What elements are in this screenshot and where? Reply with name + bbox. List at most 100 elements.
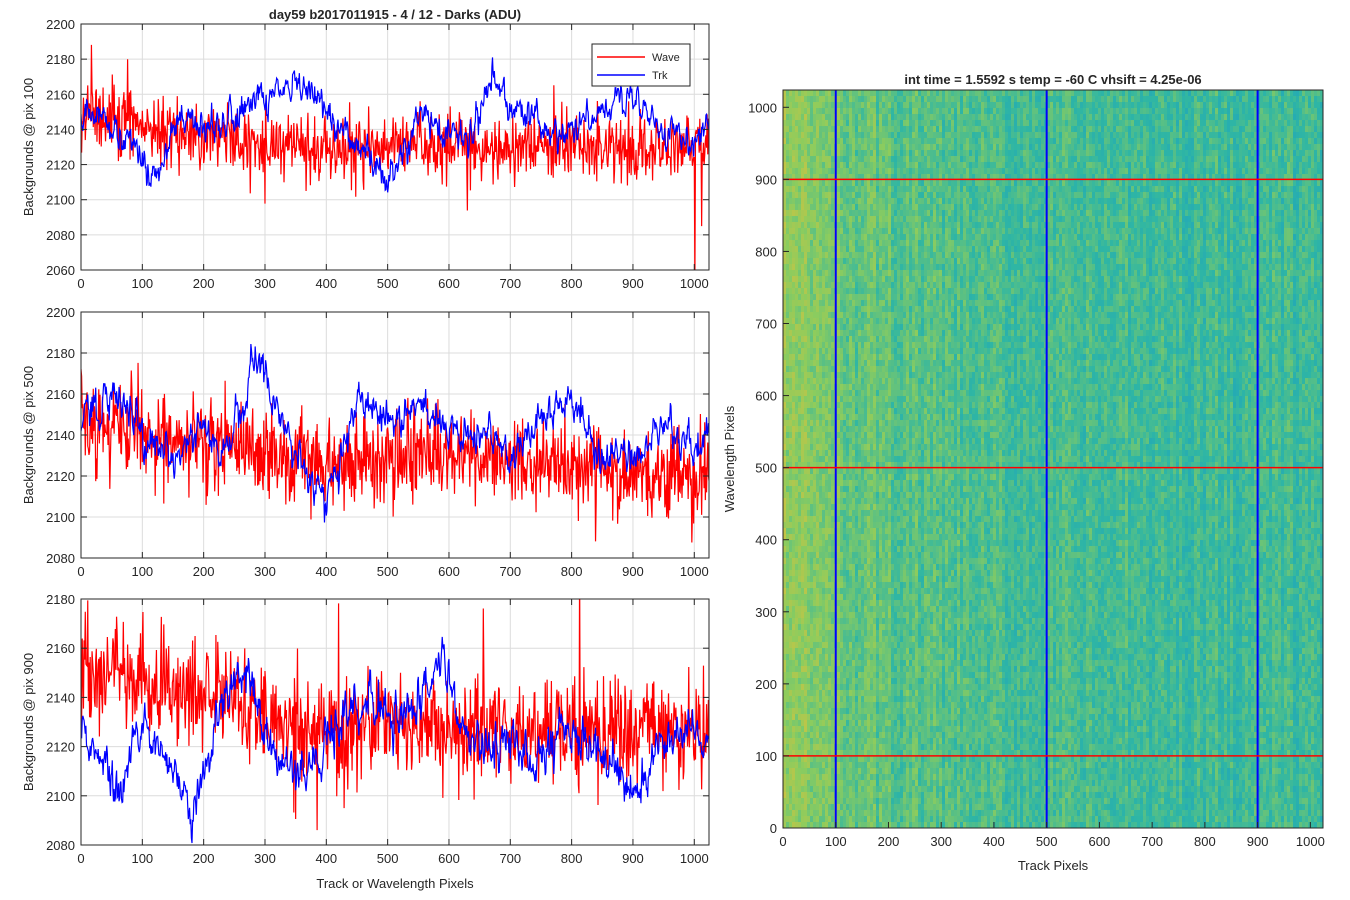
heatmap-cell: [843, 774, 846, 780]
heatmap-cell: [840, 588, 843, 594]
heatmap-cell: [861, 654, 864, 660]
heatmap-cell: [837, 582, 840, 588]
heatmap-cell: [897, 144, 900, 150]
heatmap-cell: [807, 606, 810, 612]
heatmap-cell: [870, 432, 873, 438]
heatmap-cell: [849, 420, 852, 426]
heatmap-cell: [858, 696, 861, 702]
heatmap-cell: [888, 384, 891, 390]
heatmap-cell: [807, 510, 810, 516]
heatmap-cell: [846, 714, 849, 720]
heatmap-cell: [831, 594, 834, 600]
heatmap-cell: [825, 312, 828, 318]
heatmap-cell: [801, 138, 804, 144]
heatmap-cell: [831, 534, 834, 540]
heatmap-cell: [879, 156, 882, 162]
heatmap-cell: [786, 690, 789, 696]
heatmap-cell: [861, 624, 864, 630]
heatmap-cell: [807, 702, 810, 708]
heatmap-cell: [792, 408, 795, 414]
heatmap-cell: [828, 792, 831, 798]
heatmap-cell: [849, 534, 852, 540]
heatmap-cell: [828, 168, 831, 174]
heatmap-cell: [822, 498, 825, 504]
heatmap-cell: [879, 564, 882, 570]
heatmap-cell: [840, 690, 843, 696]
heatmap-cell: [810, 408, 813, 414]
heatmap-cell: [822, 156, 825, 162]
heatmap-cell: [894, 822, 897, 828]
heatmap-cell: [894, 360, 897, 366]
heatmap-cell: [825, 636, 828, 642]
heatmap-cell: [876, 576, 879, 582]
heatmap-cell: [849, 480, 852, 486]
heatmap-cell: [792, 618, 795, 624]
heatmap-cell: [879, 366, 882, 372]
heatmap-cell: [870, 222, 873, 228]
heatmap-cell: [852, 588, 855, 594]
heatmap-cell: [843, 330, 846, 336]
heatmap-cell: [852, 582, 855, 588]
heatmap-cell: [837, 252, 840, 258]
heatmap-cell: [846, 582, 849, 588]
heatmap-cell: [894, 672, 897, 678]
heatmap-cell: [801, 306, 804, 312]
heatmap-cell: [870, 132, 873, 138]
heatmap-cell: [783, 696, 786, 702]
heatmap-cell: [873, 792, 876, 798]
heatmap-cell: [807, 186, 810, 192]
heatmap-cell: [819, 144, 822, 150]
heatmap-cell: [846, 312, 849, 318]
heatmap-cell: [858, 246, 861, 252]
heatmap-cell: [822, 150, 825, 156]
heatmap-cell: [867, 504, 870, 510]
heatmap-cell: [888, 570, 891, 576]
heatmap-cell: [801, 696, 804, 702]
heatmap-cell: [813, 666, 816, 672]
heatmap-cell: [789, 576, 792, 582]
heatmap-cell: [807, 294, 810, 300]
heatmap-cell: [873, 642, 876, 648]
heatmap-cell: [798, 396, 801, 402]
heatmap-cell: [825, 240, 828, 246]
heatmap-cell: [894, 294, 897, 300]
heatmap-cell: [861, 498, 864, 504]
heatmap-cell: [855, 96, 858, 102]
heatmap-cell: [849, 816, 852, 822]
heatmap-cell: [786, 234, 789, 240]
heatmap-cell: [849, 90, 852, 96]
heatmap-cell: [861, 720, 864, 726]
heatmap-cell: [819, 528, 822, 534]
heatmap-cell: [828, 498, 831, 504]
heatmap-cell: [882, 270, 885, 276]
heatmap-cell: [882, 240, 885, 246]
heatmap-cell: [891, 354, 894, 360]
heatmap-cell: [810, 624, 813, 630]
heatmap-cell: [897, 330, 900, 336]
heatmap-cell: [876, 804, 879, 810]
heatmap-cell: [855, 156, 858, 162]
heatmap-cell: [831, 726, 834, 732]
heatmap-cell: [846, 198, 849, 204]
heatmap-cell: [840, 756, 843, 762]
heatmap-cell: [825, 666, 828, 672]
heatmap-cell: [819, 282, 822, 288]
heatmap-cell: [864, 492, 867, 498]
heatmap-cell: [861, 180, 864, 186]
heatmap-cell: [792, 720, 795, 726]
heatmap-cell: [852, 198, 855, 204]
heatmap-cell: [813, 522, 816, 528]
heatmap-cell: [897, 438, 900, 444]
heatmap-cell: [891, 246, 894, 252]
heatmap-cell: [837, 228, 840, 234]
heatmap-cell: [789, 234, 792, 240]
heatmap-cell: [804, 588, 807, 594]
heatmap-cell: [798, 240, 801, 246]
heatmap-cell: [891, 540, 894, 546]
heatmap-cell: [825, 108, 828, 114]
heatmap-cell: [855, 102, 858, 108]
heatmap-cell: [819, 552, 822, 558]
heatmap-cell: [870, 342, 873, 348]
heatmap-cell: [867, 576, 870, 582]
heatmap-cell: [822, 216, 825, 222]
